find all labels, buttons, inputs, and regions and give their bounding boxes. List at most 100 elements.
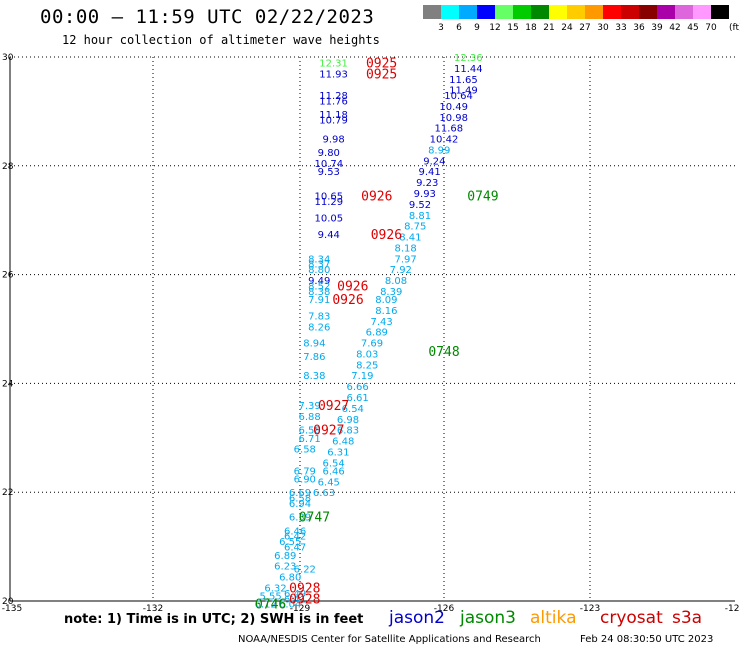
swh-value-label: 6.63: [313, 488, 335, 499]
swh-value-label: 12.31: [319, 58, 348, 69]
swh-value-label: 10.42: [430, 135, 459, 146]
swh-value-label: 6.79: [294, 466, 316, 477]
swh-value-label: 6.94: [289, 499, 311, 510]
legend-cryosat: cryosat: [600, 608, 663, 628]
swh-value-label: 11.76: [319, 97, 348, 108]
swh-value-label: 6.58: [294, 445, 316, 456]
colorbar-swatch: [585, 5, 603, 19]
swh-value-label: 6.49: [284, 589, 306, 600]
colorbar-label: 36: [633, 23, 645, 33]
swh-value-label: 8.52: [308, 281, 330, 292]
pass-time-label: 0928: [289, 581, 320, 596]
swh-value-label: 8.99: [428, 145, 450, 156]
swh-value-label: 9.24: [423, 156, 445, 167]
swh-value-label: 6.42: [284, 532, 306, 543]
y-tick-label: 30: [2, 53, 14, 63]
colorbar-label: 3: [438, 23, 444, 33]
swh-value-label: 6.46: [322, 466, 344, 477]
swh-value-label: 11.65: [449, 75, 478, 86]
colorbar-swatch: [657, 5, 675, 19]
swh-value-label: 6.89: [274, 551, 296, 562]
swh-value-label: 11.93: [319, 69, 348, 80]
colorbar-label: 70: [705, 23, 717, 33]
colorbar-label: 9: [474, 23, 480, 33]
footer-note: note: 1) Time is in UTC; 2) SWH is in fe…: [64, 612, 364, 627]
swh-value-label: 6.45: [318, 477, 340, 488]
colorbar-swatch: [423, 5, 441, 19]
swh-value-label: 9.93: [414, 189, 436, 200]
swh-value-label: 8.18: [394, 243, 416, 254]
swh-value-label: 5.55: [259, 592, 281, 603]
pass-time-label: 0925: [366, 67, 397, 82]
x-tick-label: -129: [290, 604, 311, 614]
swh-value-label: 7.43: [370, 317, 392, 328]
y-tick-label: 22: [2, 488, 13, 498]
colorbar-swatch: [711, 5, 729, 19]
colorbar-swatch: [639, 5, 657, 19]
x-tick-label: -123: [580, 604, 600, 614]
x-tick-label: -132: [143, 604, 163, 614]
credit-text: NOAA/NESDIS Center for Satellite Applica…: [238, 634, 541, 645]
swh-value-label: 8.39: [380, 287, 402, 298]
colorbar-label: 15: [507, 23, 519, 33]
pass-time-label: 0925: [366, 56, 397, 71]
colorbar-label: 33: [615, 23, 627, 33]
colorbar-swatch: [549, 5, 567, 19]
swh-value-label: 8.75: [404, 222, 426, 233]
x-tick-label: -126: [434, 604, 455, 614]
colorbar-swatch: [567, 5, 585, 19]
swh-value-label: 8.08: [385, 276, 407, 287]
pass-time-label: 0926: [337, 279, 368, 294]
colorbar-label: 45: [687, 23, 699, 33]
swh-value-label: 8.41: [399, 233, 421, 244]
swh-value-label: 6.54: [322, 458, 344, 469]
swh-value-label: 6.90: [294, 475, 316, 486]
colorbar-label: 27: [579, 23, 591, 33]
swh-value-label: 11.44: [454, 64, 483, 75]
swh-value-label: 12.36: [454, 53, 483, 64]
timestamp-text: Feb 24 08:30:50 UTC 2023: [580, 634, 714, 645]
swh-value-label: 11.18: [319, 110, 348, 121]
swh-value-label: 6.98: [337, 415, 359, 426]
pass-time-label: 0927: [318, 399, 349, 414]
colorbar-label: 30: [597, 23, 609, 33]
colorbar-swatch: [621, 5, 639, 19]
swh-value-label: 11.28: [319, 91, 348, 102]
colorbar-label: 39: [651, 23, 663, 33]
swh-value-label: 6.46: [284, 526, 306, 537]
swh-value-label: 6.89: [366, 328, 388, 339]
swh-value-label: 9.49: [308, 276, 330, 287]
swh-value-label: 9.80: [318, 148, 340, 159]
colorbar-label: 21: [543, 23, 555, 33]
swh-value-label: 10.79: [319, 116, 348, 127]
colorbar-label: 42: [669, 23, 681, 33]
colorbar-swatch: [513, 5, 531, 19]
swh-value-label: 6.88: [298, 412, 320, 423]
pass-time-label: 0926: [371, 228, 402, 243]
swh-value-label: 7.92: [390, 265, 412, 276]
swh-value-label: 8.03: [356, 349, 378, 360]
swh-value-label: 11.68: [435, 124, 464, 135]
swh-value-label: 9.44: [318, 230, 340, 241]
swh-value-label: 6.66: [346, 382, 368, 393]
swh-value-label: 6.31: [327, 447, 349, 458]
swh-value-label: 7.86: [303, 352, 325, 363]
colorbar-swatch: [477, 5, 495, 19]
colorbar-swatch: [459, 5, 477, 19]
colorbar-swatch: [603, 5, 621, 19]
swh-value-label: 6.47: [284, 543, 306, 554]
colorbar-unit: (ft): [729, 23, 740, 33]
swh-value-label: 6.32: [264, 583, 286, 594]
swh-value-label: 8.80: [308, 265, 330, 276]
swh-value-label: 8.25: [356, 360, 378, 371]
swh-value-label: 6.58: [298, 426, 320, 437]
swh-value-label: 6.61: [346, 393, 368, 404]
swh-value-label: 6.12: [255, 600, 277, 611]
swh-value-label: 11.29: [314, 197, 343, 208]
swh-value-label: 9.52: [409, 200, 431, 211]
swh-value-label: 8.26: [308, 322, 330, 333]
pass-time-label: 0926: [361, 190, 392, 205]
swh-value-label: 9.41: [418, 167, 440, 178]
swh-value-label: 8.38: [308, 287, 330, 298]
pass-time-label: 0927: [313, 424, 344, 439]
